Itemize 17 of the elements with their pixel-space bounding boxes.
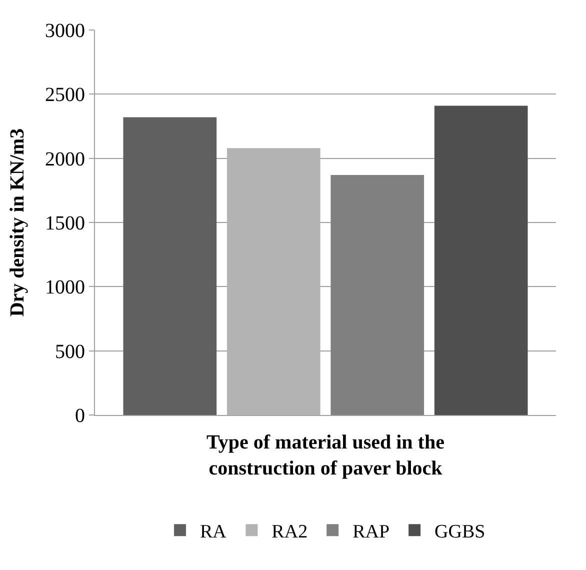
y-tick-label: 1000 — [45, 276, 85, 299]
y-tick-label: 3000 — [45, 20, 85, 42]
bar — [226, 148, 320, 415]
bar — [123, 117, 217, 415]
legend-label: RA — [200, 522, 227, 543]
y-tick-label: 2500 — [45, 84, 85, 106]
x-axis-title: Type of material used in the construction of paver block — [206, 432, 445, 480]
y-tick-label: 2000 — [45, 148, 85, 170]
legend-label: RAP — [352, 522, 390, 543]
y-tick-label: 1500 — [45, 212, 85, 234]
legend-label: GGBS — [434, 522, 486, 543]
bar — [434, 106, 528, 415]
bar — [330, 175, 424, 415]
y-tick-label: 500 — [55, 340, 85, 363]
y-tick-label: 0 — [75, 405, 85, 427]
y-axis-title: Dry density in KN/m3 — [6, 128, 28, 317]
legend-label: RA2 — [272, 522, 308, 543]
